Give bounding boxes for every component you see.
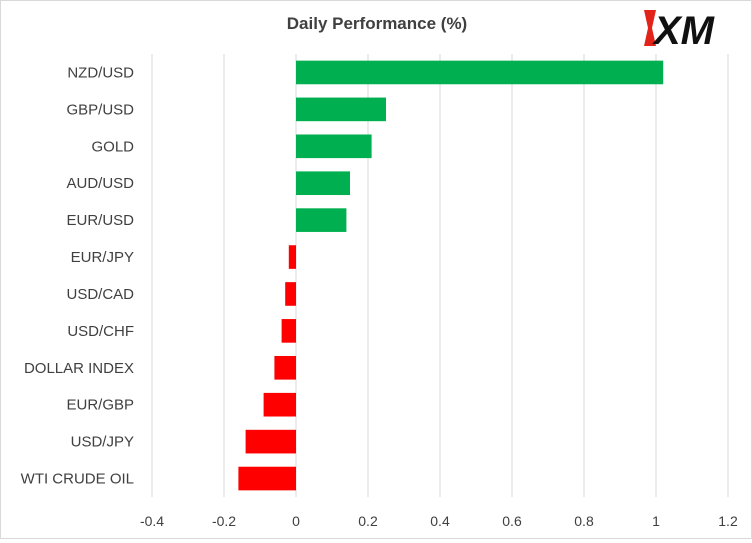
bars xyxy=(238,60,664,491)
x-tick-label: 1 xyxy=(652,513,660,529)
category-label-usd-chf: USD/CHF xyxy=(67,323,134,340)
x-tick-label: 0.4 xyxy=(430,513,450,529)
category-label-usd-jpy: USD/JPY xyxy=(71,434,134,451)
svg-text:XM: XM xyxy=(652,9,716,50)
category-label-aud-usd: AUD/USD xyxy=(66,175,134,192)
category-label-eur-usd: EUR/USD xyxy=(66,212,134,229)
x-tick-label: 1.2 xyxy=(718,513,738,529)
x-tick-label: 0.8 xyxy=(574,513,594,529)
x-tick-label: 0 xyxy=(292,513,300,529)
x-tick-label: 0.2 xyxy=(358,513,378,529)
category-label-wti-crude-oil: WTI CRUDE OIL xyxy=(21,471,134,488)
bar-usd-cad xyxy=(285,282,296,306)
category-label-eur-gbp: EUR/GBP xyxy=(66,397,134,414)
category-label-gbp-usd: GBP/USD xyxy=(66,101,134,118)
category-label-usd-cad: USD/CAD xyxy=(66,286,134,303)
bar-aud-usd xyxy=(296,171,350,196)
category-label-eur-jpy: EUR/JPY xyxy=(71,249,134,266)
category-label-nzd-usd: NZD/USD xyxy=(67,64,134,81)
category-labels: NZD/USD GBP/USD GOLD AUD/USD EUR/USD EUR/JPY U… xyxy=(21,64,135,487)
category-label-gold: GOLD xyxy=(91,138,134,155)
bar-dollar-index xyxy=(274,355,296,380)
bar-usd-chf xyxy=(281,319,296,343)
chart-title: Daily Performance (%) xyxy=(287,14,467,33)
bar-gbp-usd xyxy=(296,97,386,122)
bar-gold xyxy=(296,134,372,159)
x-tick-label: -0.2 xyxy=(212,513,236,529)
xm-logo: XM xyxy=(640,6,746,53)
bar-usd-jpy xyxy=(245,429,296,454)
bar-nzd-usd xyxy=(296,60,664,85)
bar-eur-jpy xyxy=(288,245,296,269)
bar-eur-usd xyxy=(296,208,347,232)
x-tick-label: -0.4 xyxy=(140,513,164,529)
x-tick-labels: -0.4 -0.2 0 0.2 0.4 0.6 0.8 1 1.2 xyxy=(140,513,738,529)
gridlines xyxy=(151,54,729,497)
x-tick-label: 0.6 xyxy=(502,513,522,529)
bar-wti-crude-oil xyxy=(238,466,296,491)
xm-logo-icon: XM xyxy=(644,9,716,53)
bar-eur-gbp xyxy=(263,392,296,417)
category-label-dollar-index: DOLLAR INDEX xyxy=(24,360,134,377)
